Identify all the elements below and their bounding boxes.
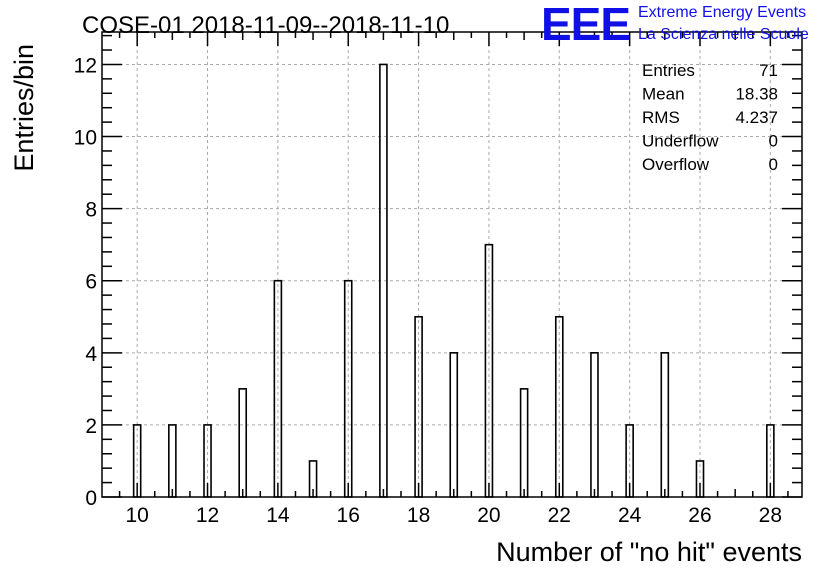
- histogram-bar: [238, 388, 248, 498]
- stats-value: 71: [759, 61, 778, 80]
- stats-value: 0: [769, 155, 778, 174]
- x-tick-label: 16: [337, 504, 360, 527]
- eee-logo: EEE Extreme Energy Events La Scienza nel…: [541, 0, 809, 50]
- stats-label: Underflow: [642, 132, 719, 151]
- y-tick-label: 10: [74, 127, 97, 150]
- x-tick-label: 24: [618, 504, 642, 527]
- stats-label: RMS: [642, 108, 680, 127]
- y-tick-label: 4: [85, 343, 97, 366]
- logo-line-1: Extreme Energy Events: [638, 4, 806, 21]
- y-tick-label: 2: [85, 415, 97, 438]
- x-tick-label: 14: [266, 504, 290, 527]
- y-axis-label: Entries/bin: [9, 44, 39, 172]
- histogram-bar: [519, 388, 529, 498]
- x-tick-label: 10: [125, 504, 148, 527]
- y-tick-label: 0: [85, 487, 97, 510]
- y-tick-label: 12: [74, 54, 97, 77]
- histogram-bar: [168, 424, 177, 498]
- x-tick-label: 28: [759, 504, 782, 527]
- x-tick-label: 26: [688, 504, 711, 527]
- plot-frame: [101, 31, 803, 498]
- x-tick-label: 22: [548, 504, 571, 527]
- stats-value: 18.38: [735, 85, 778, 104]
- y-tick-label: 8: [85, 199, 97, 222]
- logo-line-2: La Scienza nelle Scuole: [638, 26, 809, 43]
- stats-label: Entries: [642, 61, 695, 80]
- chart-title: COSE-01 2018-11-09--2018-11-10: [82, 12, 449, 39]
- grid-lines: [102, 32, 802, 497]
- stats-label: Overflow: [642, 155, 710, 174]
- stats-label: Mean: [642, 85, 685, 104]
- stats-value: 4.237: [735, 108, 778, 127]
- x-tick-label: 20: [477, 504, 500, 527]
- stats-box: Entries 71 Mean 18.38 RMS 4.237 Underflow 0 Over…: [642, 61, 778, 174]
- x-axis-label: Number of "no hit" events: [496, 537, 802, 567]
- y-tick-label: 6: [85, 271, 97, 294]
- x-tick-label: 18: [407, 504, 430, 527]
- stats-value: 0: [769, 132, 778, 151]
- x-tick-label: 12: [196, 504, 219, 527]
- logo-mark: EEE: [541, 0, 630, 50]
- axis-ticks: [102, 32, 802, 498]
